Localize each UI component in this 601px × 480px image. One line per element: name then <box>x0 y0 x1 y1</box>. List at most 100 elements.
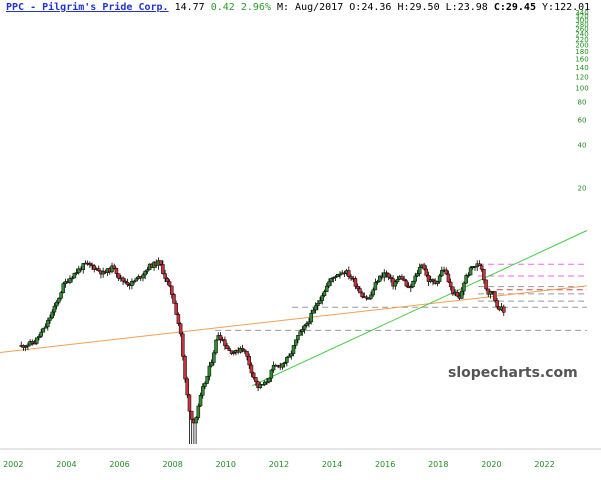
name-separator[interactable]: - <box>24 2 43 13</box>
candle-body <box>455 292 460 297</box>
candle-body <box>198 395 203 407</box>
company-name-link[interactable]: Pilgrim's Pride Corp. <box>42 2 169 13</box>
symbol-link[interactable]: PPC <box>6 2 25 13</box>
candle-body <box>231 352 236 354</box>
candle-body <box>57 297 61 303</box>
candle-body <box>196 405 201 418</box>
x-tick-label: 2006 <box>109 460 129 469</box>
candle-body <box>287 355 291 358</box>
close-value: 29.45 <box>505 2 536 13</box>
watermark: slopecharts.com <box>448 365 578 381</box>
low-value: 23.98 <box>457 2 488 13</box>
candle-body <box>311 309 316 314</box>
candle-body <box>123 280 128 283</box>
candle-body <box>249 364 254 374</box>
candle-body <box>245 351 249 357</box>
candle-body <box>468 267 473 276</box>
candle-body <box>265 381 269 384</box>
candle-body <box>90 264 94 267</box>
candle-body <box>141 274 145 279</box>
candle-body <box>400 276 404 280</box>
candle-body <box>92 265 97 270</box>
price-change: 0.42 <box>210 2 235 13</box>
candle-body <box>431 279 435 282</box>
candle-body <box>110 265 114 273</box>
candle-body <box>187 394 192 412</box>
candle-body <box>251 372 256 378</box>
candle-body <box>194 417 198 424</box>
candle-body <box>167 281 172 287</box>
candle-body <box>46 320 50 328</box>
candle-body <box>172 294 176 304</box>
candle-body <box>183 356 187 380</box>
candle-body <box>271 365 276 371</box>
y-tick-label: 280 <box>575 21 588 29</box>
candle-body <box>495 300 499 307</box>
candle-body <box>225 345 229 349</box>
candle-body <box>336 274 340 277</box>
x-tick-label: 2012 <box>269 460 289 469</box>
candle-body <box>426 275 431 282</box>
candle-body <box>409 286 413 289</box>
candle-body <box>395 279 400 283</box>
y-tick-label: 320 <box>575 13 588 21</box>
candle-body <box>482 269 486 281</box>
x-tick-label: 2022 <box>534 460 554 469</box>
candle-body <box>358 288 362 294</box>
period-readout: M: Aug/2017 <box>277 2 344 13</box>
candle-body <box>34 337 39 344</box>
candle-body <box>209 362 214 367</box>
candle-body <box>176 314 181 324</box>
y-readout-label: Y: <box>542 2 555 13</box>
candle-body <box>435 281 440 284</box>
y-tick-label: 300 <box>575 17 588 25</box>
candle-body <box>72 272 77 279</box>
candle-body <box>389 276 393 279</box>
candle-body <box>324 285 329 292</box>
candle-body <box>61 283 66 293</box>
candle-body <box>23 346 28 348</box>
open-value: 24.36 <box>361 2 392 13</box>
candle-body <box>81 263 85 271</box>
candle-body <box>88 263 92 266</box>
candle-body <box>422 264 426 270</box>
candle-body <box>130 281 134 286</box>
open-label: O: <box>349 2 362 13</box>
candle-body <box>125 282 130 285</box>
candle-body <box>382 272 387 278</box>
candle-body <box>163 273 167 279</box>
candle-body <box>477 263 482 266</box>
candle-body <box>112 265 116 269</box>
candle-body <box>200 386 205 396</box>
candle-body <box>52 305 57 313</box>
y-tick-label: 180 <box>575 48 588 56</box>
x-tick-label: 2018 <box>428 460 448 469</box>
candle-body <box>185 378 190 396</box>
candle-body <box>320 295 325 301</box>
candle-body <box>413 275 417 282</box>
price-change-pct: 2.96% <box>240 2 271 13</box>
candle-body <box>448 281 453 288</box>
candle-body <box>37 336 41 339</box>
candle-body <box>114 267 119 274</box>
candle-body <box>143 270 147 276</box>
candle-body <box>386 273 391 278</box>
high-value: 29.50 <box>409 2 440 13</box>
candle-body <box>402 278 406 282</box>
candle-body <box>333 276 338 278</box>
candle-body <box>331 277 336 279</box>
y-tick-label: 240 <box>575 30 588 38</box>
x-tick-label: 2010 <box>216 460 236 469</box>
candle-body <box>462 282 466 292</box>
candle-body <box>298 331 302 336</box>
candle-body <box>178 323 183 335</box>
candle-body <box>205 375 209 384</box>
candle-body <box>181 333 185 357</box>
candle-body <box>364 296 369 299</box>
x-tick-label: 2020 <box>481 460 501 469</box>
y-tick-label: 340 <box>575 9 588 17</box>
candle-body <box>240 348 245 351</box>
y-tick-label: 40 <box>578 142 587 150</box>
candle-body <box>446 273 451 283</box>
